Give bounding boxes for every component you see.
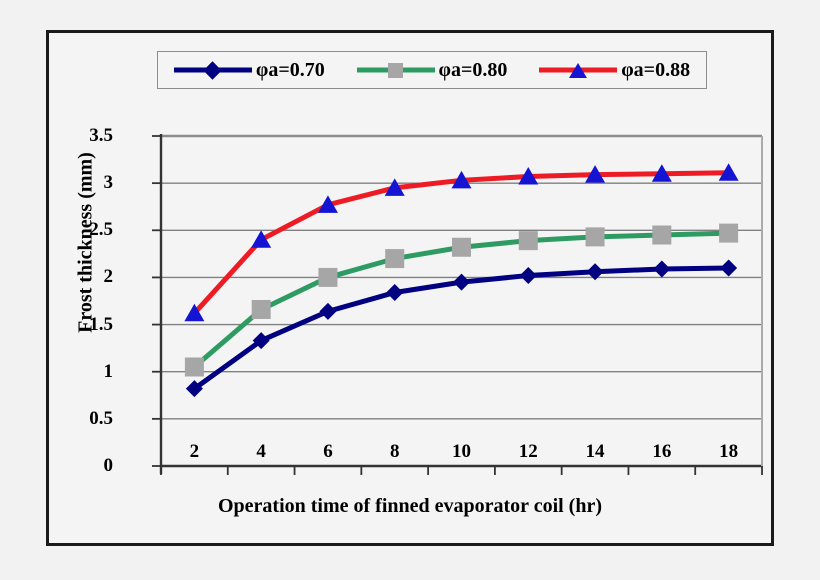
data-point-marker	[585, 227, 605, 247]
x-tick-label: 6	[323, 441, 333, 462]
y-tick-label: 3.5	[89, 125, 113, 146]
data-point-marker	[518, 167, 539, 185]
y-tick-label: 0.5	[89, 407, 113, 429]
data-point-marker	[251, 230, 272, 248]
data-point-marker	[451, 170, 472, 189]
data-point-marker	[319, 302, 337, 320]
x-tick-label: 10	[452, 441, 471, 462]
legend-entry-series-1[interactable]: φa=0.70	[173, 58, 325, 82]
legend-label-series-3: φa=0.88	[621, 58, 691, 81]
data-point-marker	[720, 259, 738, 277]
data-point-marker	[386, 284, 404, 302]
x-tick-label: 12	[518, 441, 538, 462]
x-tick-label: 18	[719, 441, 739, 462]
data-point-marker	[652, 225, 672, 245]
data-point-marker	[184, 303, 205, 322]
data-point-marker	[184, 357, 204, 377]
x-axis-title: Operation time of finned evaporator coil…	[217, 495, 602, 517]
data-point-marker	[719, 223, 739, 243]
y-tick-label: 0	[103, 455, 114, 476]
chart-legend: φa=0.70 φa=0.80 φa=0.88	[157, 51, 707, 89]
data-point-marker	[585, 165, 606, 183]
x-tick-label: 16	[652, 441, 672, 462]
data-point-marker	[252, 332, 270, 350]
legend-label-series-1: φa=0.70	[255, 58, 325, 81]
data-point-marker	[317, 195, 338, 213]
triangle-marker-icon	[569, 62, 588, 78]
data-point-marker	[385, 249, 405, 269]
x-tick-label: 14	[585, 441, 605, 462]
y-tick-label: 1.5	[89, 313, 113, 335]
y-tick-label: 2.5	[89, 219, 113, 241]
data-point-marker	[518, 231, 538, 251]
y-tick-label: 2	[103, 266, 114, 288]
y-axis-tick-labels: 0 0.5 1 1.5 2 2.5 3 3.5	[57, 33, 113, 543]
x-tick-label: 2	[189, 441, 200, 462]
legend-entry-series-3[interactable]: φa=0.88	[539, 59, 690, 82]
data-point-marker	[452, 237, 471, 257]
data-point-marker	[586, 263, 604, 281]
legend-swatch-series-1	[173, 60, 252, 80]
data-point-marker	[318, 267, 338, 287]
square-marker-icon	[388, 62, 404, 78]
data-point-marker	[251, 299, 271, 319]
y-tick-label: 3	[103, 172, 114, 194]
x-axis-tick-labels: 2 4 6 8 10 12 14 16 18	[49, 437, 771, 477]
y-tick-label: 1	[103, 360, 114, 382]
legend-swatch-series-2	[356, 62, 435, 78]
data-point-marker	[185, 380, 203, 398]
plot-canvas	[152, 134, 763, 475]
legend-label-series-2: φa=0.80	[438, 58, 508, 81]
data-point-marker	[384, 178, 405, 196]
data-point-marker	[651, 164, 672, 182]
data-point-marker	[453, 273, 470, 291]
x-tick-label: 4	[256, 441, 266, 462]
data-point-marker	[519, 267, 537, 285]
data-point-marker	[653, 260, 671, 278]
legend-entry-series-2[interactable]: φa=0.80	[356, 58, 508, 82]
x-tick-label: 8	[389, 441, 400, 462]
legend-swatch-series-3	[539, 62, 618, 78]
chart-figure: φa=0.70 φa=0.80 φa=0.88 Frost thickness …	[46, 30, 774, 546]
data-point-marker	[718, 163, 739, 181]
